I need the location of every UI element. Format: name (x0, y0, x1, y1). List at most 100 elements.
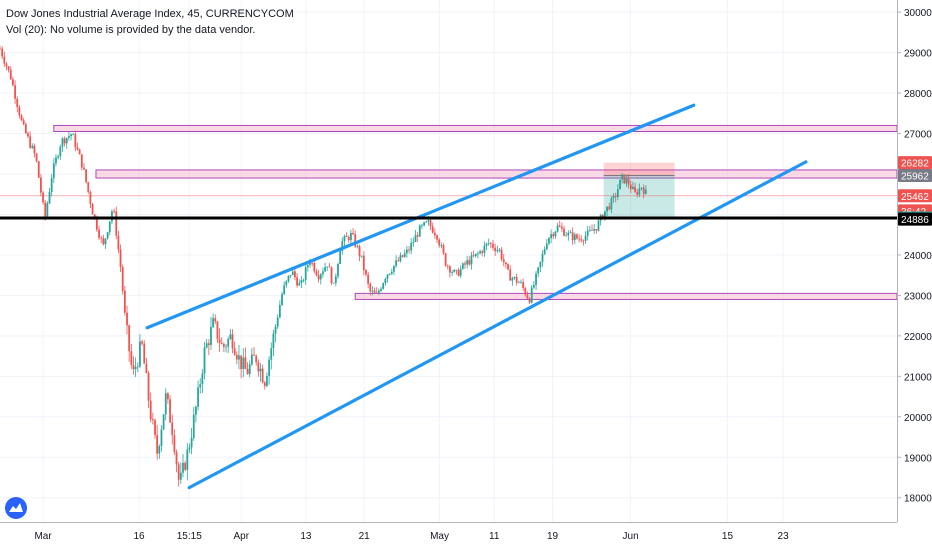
candle-body (171, 422, 174, 436)
candle-body (22, 120, 25, 125)
candle-body (278, 305, 281, 318)
candle-body (526, 294, 529, 299)
candle-body (328, 266, 331, 268)
candle-body (425, 221, 428, 223)
candle-body (588, 229, 591, 231)
candle-body (513, 276, 516, 279)
candle-body (207, 343, 210, 345)
candle-body (472, 255, 475, 257)
candle-body (59, 146, 62, 157)
candle-body (634, 186, 636, 193)
candle-body (7, 66, 10, 70)
candle-body (548, 238, 550, 244)
candle-body (362, 255, 365, 270)
x-tick-label: 11 (489, 531, 500, 542)
candle-body (14, 85, 16, 99)
x-tick-label: 19 (547, 531, 559, 542)
x-tick-label: May (430, 531, 449, 542)
candle-body (576, 234, 578, 239)
volume-note: Vol (20): No volume is provided by the d… (6, 24, 256, 36)
candle-body (285, 280, 288, 286)
candle-body (584, 235, 587, 241)
candle-body (24, 124, 27, 134)
candle-body (423, 222, 426, 226)
candle-body (597, 220, 600, 231)
candle-body (147, 372, 150, 401)
candle-body (341, 241, 344, 251)
candle-body (522, 282, 525, 289)
candle-body (309, 262, 311, 265)
candle-body (494, 247, 497, 252)
candle-body (119, 249, 122, 268)
candle-body (429, 220, 432, 227)
candle-body (352, 232, 354, 235)
candle-body (93, 214, 96, 219)
candle-body (535, 273, 537, 285)
candle-body (46, 203, 49, 217)
candle-body (35, 153, 38, 162)
candle-body (466, 260, 469, 265)
candle-body (145, 363, 148, 373)
candle-body (139, 341, 141, 367)
candle-body (416, 235, 419, 237)
candle-body (128, 325, 131, 352)
candle-body (638, 188, 641, 195)
y-tick-label: 27000 (904, 130, 932, 141)
candle-body (246, 368, 249, 375)
candle-body (388, 273, 391, 275)
candle-body (233, 348, 236, 355)
candle-body (332, 282, 335, 284)
y-tick-label: 23000 (904, 291, 932, 302)
candle-body (248, 364, 251, 375)
candle-body (500, 249, 503, 260)
y-tick-label: 29000 (904, 49, 932, 60)
candle-body (132, 364, 135, 370)
tradingview-logo-icon[interactable] (5, 497, 27, 519)
candle-body (578, 238, 581, 240)
candle-body (322, 271, 324, 275)
candle-body (50, 178, 53, 192)
symbol-title[interactable]: Dow Jones Industrial Average Index, 45, … (6, 8, 294, 20)
candle-body (283, 285, 286, 295)
candle-body (369, 283, 372, 292)
candle-body (80, 154, 83, 168)
x-tick-label: 21 (359, 531, 371, 542)
candle-body (113, 211, 115, 213)
candle-body (173, 435, 176, 453)
price-label-box (898, 156, 932, 170)
candle-body (545, 243, 548, 250)
candle-body (154, 420, 156, 435)
candle-body (427, 220, 430, 222)
candle-body (255, 355, 258, 363)
candle-body (464, 263, 466, 265)
candle-body (339, 250, 342, 264)
candle-body (261, 368, 264, 383)
candle-body (421, 225, 423, 227)
candle-body (509, 269, 512, 281)
candle-body (244, 357, 247, 369)
candle-body (151, 419, 154, 421)
y-tick-label: 20000 (904, 413, 932, 424)
candle-body (556, 225, 559, 232)
candle-body (386, 274, 389, 279)
candle-body (311, 262, 314, 264)
x-tick-label: 15 (722, 531, 734, 542)
candle-body (179, 472, 182, 480)
candle-body (216, 321, 219, 340)
support-zone-23000 (354, 292, 898, 300)
candle-body (492, 243, 494, 248)
candle-body (1, 48, 4, 57)
candle-body (543, 249, 546, 254)
candle-body (496, 249, 499, 252)
x-tick-label: 13 (300, 531, 312, 542)
candle-body (227, 338, 230, 347)
candle-body (532, 284, 535, 288)
candle-body (371, 290, 374, 292)
y-tick-label: 19000 (904, 453, 932, 464)
candle-body (65, 137, 68, 144)
candle-body (505, 262, 507, 265)
candle-body (517, 282, 520, 284)
candle-body (625, 178, 628, 184)
